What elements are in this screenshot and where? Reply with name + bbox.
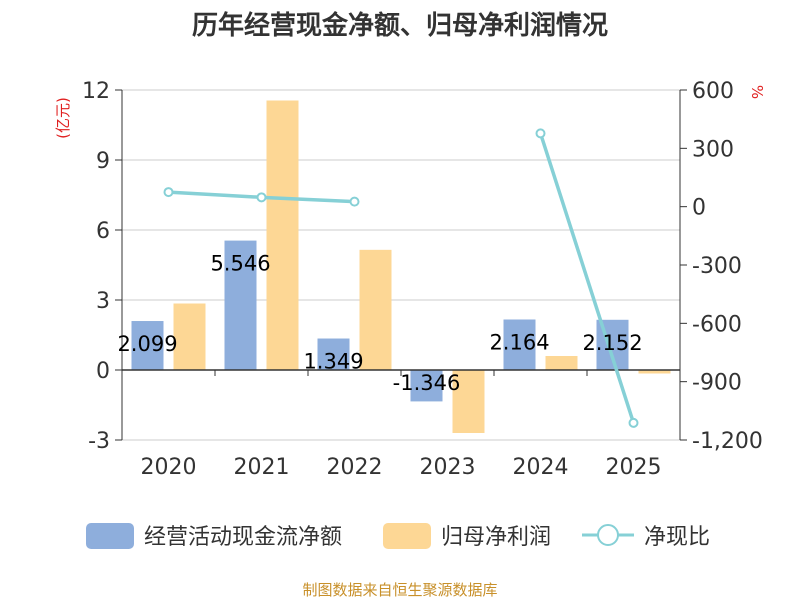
axes: -3 0 3 6 9 12 -1,200 -900 -600 -300 0 300 600 2020 202…: [82, 79, 763, 480]
net-profit-bar: [266, 100, 299, 370]
legend-label-net-profit: 归母净利润: [441, 525, 551, 550]
legend-label-cashflow: 经营活动现金流净额: [144, 525, 342, 550]
legend-label-ratio: 净现比: [644, 525, 710, 550]
ratio-line-segment: [538, 132, 636, 424]
left-tick-label: 0: [96, 359, 110, 384]
ratio-line: [163, 128, 639, 428]
ratio-point: [349, 196, 360, 207]
cashflow-bar: [410, 370, 443, 402]
left-tick-label: 3: [96, 289, 110, 314]
grid: [122, 89, 680, 441]
ratio-point: [256, 192, 267, 203]
ratio-point: [535, 128, 546, 139]
left-tick-label: 6: [96, 219, 110, 244]
x-tick-label: 2024: [513, 455, 569, 480]
legend-swatch-net-profit: [383, 523, 431, 549]
net-profit-bar: [638, 370, 671, 374]
right-tick-label: -300: [692, 254, 742, 279]
right-tick-label: -1,200: [692, 429, 763, 454]
cashflow-bar: [317, 338, 350, 370]
data-labels: 2.099 5.546 1.349 -1.346 2.164 2.152: [117, 252, 642, 395]
x-tick-label: 2021: [234, 455, 290, 480]
cashflow-data-label: -1.346: [393, 371, 461, 395]
ratio-point: [628, 417, 639, 428]
legend-swatch-cashflow: [86, 523, 134, 549]
right-tick-label: -900: [692, 371, 742, 396]
x-tick-label: 2023: [420, 455, 476, 480]
bars: [131, 100, 671, 433]
ratio-point: [163, 187, 174, 198]
right-tick-label: 0: [692, 196, 706, 221]
net-profit-bar: [452, 370, 485, 433]
right-tick-label: 300: [692, 137, 734, 162]
cashflow-data-label: 2.099: [117, 332, 177, 356]
net-profit-bar: [359, 249, 392, 370]
legend: 经营活动现金流净额 归母净利润 净现比: [86, 523, 710, 550]
left-tick-label: 9: [96, 149, 110, 174]
right-tick-label: -600: [692, 312, 742, 337]
cashflow-bar: [503, 319, 536, 370]
right-tick-label: 600: [692, 79, 734, 104]
cashflow-data-label: 2.152: [582, 331, 642, 355]
right-axis-unit: %: [748, 85, 766, 99]
chart-title: 历年经营现金净额、归母净利润情况: [192, 10, 608, 41]
net-profit-bar: [173, 303, 206, 370]
x-tick-label: 2025: [606, 455, 662, 480]
cashflow-data-label: 1.349: [303, 350, 363, 374]
cashflow-bar: [131, 321, 164, 370]
cashflow-data-label: 2.164: [489, 331, 549, 355]
net-profit-bar: [545, 356, 578, 370]
source-note: 制图数据来自恒生聚源数据库: [302, 581, 497, 599]
x-tick-label: 2022: [327, 455, 383, 480]
cashflow-data-label: 5.546: [210, 252, 270, 276]
left-tick-label: -3: [88, 429, 110, 454]
x-tick-label: 2020: [141, 455, 197, 480]
legend-marker-ratio: [597, 524, 619, 546]
cashflow-bar: [224, 240, 257, 370]
left-tick-label: 12: [82, 79, 110, 104]
left-axis-unit: (亿元): [54, 97, 72, 139]
